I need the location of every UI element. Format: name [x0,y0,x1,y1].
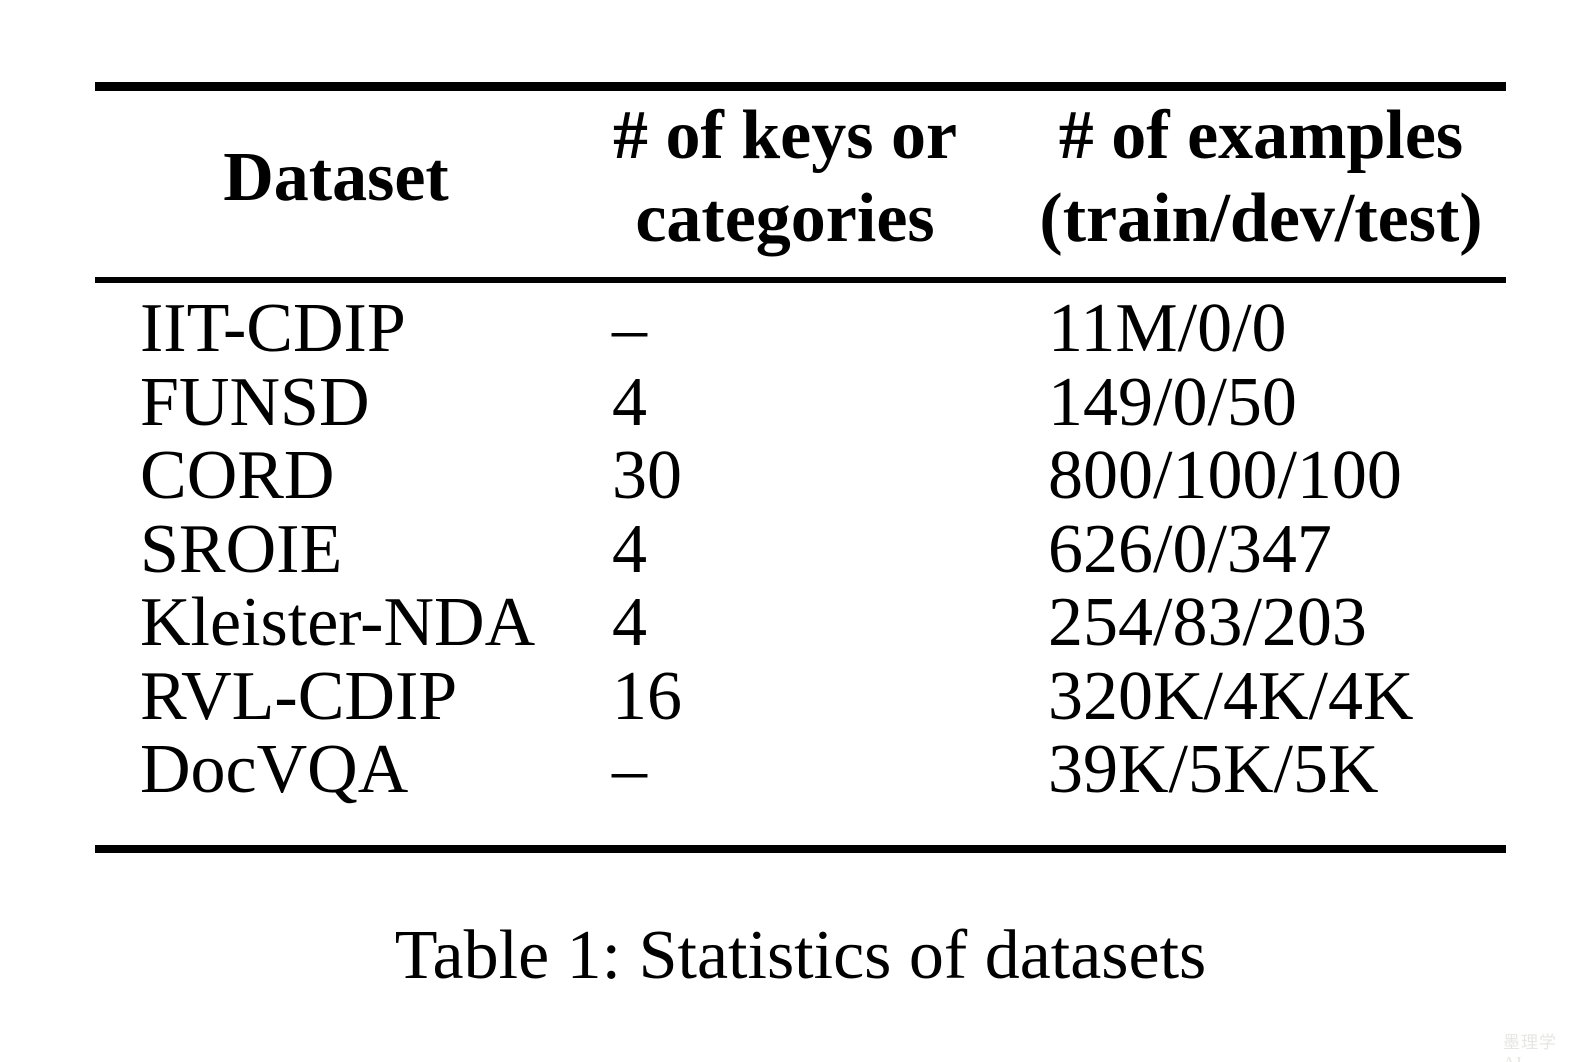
keys-count: 30 [612,437,682,514]
dataset-name: Kleister-NDA [140,584,536,661]
examples-split: 626/0/347 [1048,510,1332,588]
table-row: IIT-CDIP – 11M/0/0 [95,292,1506,366]
table-row: Kleister-NDA 4 254/83/203 [95,586,1506,660]
examples-split: 39K/5K/5K [1048,731,1379,808]
dataset-name: IIT-CDIP [140,290,406,367]
watermark: 墨理学AI [1503,1033,1557,1062]
examples-split: 149/0/50 [1048,363,1297,441]
examples-split: 254/83/203 [1048,584,1367,661]
examples-split: 800/100/100 [1048,437,1402,514]
table-row: RVL-CDIP 16 320K/4K/4K [95,657,1506,735]
table-body: IIT-CDIP – 11M/0/0 FUNSD 4 149/0/50 CORD… [95,283,1506,807]
column-header-keys-categories: # of keys or categories [612,97,958,257]
examples-split: 11M/0/0 [1048,290,1287,367]
table-row: DocVQA – 39K/5K/5K [95,733,1506,807]
column-header-examples: # of examples (train/dev/test) [1039,97,1483,257]
table-row: FUNSD 4 149/0/50 [95,363,1506,441]
keys-count: 4 [612,510,647,588]
table-top-rule [95,82,1506,91]
dataset-name: RVL-CDIP [140,657,458,735]
column-header-dataset: Dataset [223,139,449,216]
keys-count: 4 [612,584,647,661]
table-row: SROIE 4 626/0/347 [95,510,1506,588]
dataset-name: DocVQA [140,731,409,808]
table-caption: Table 1: Statistics of datasets [394,917,1207,994]
table-bottom-rule [95,845,1506,853]
keys-count: 16 [612,657,682,735]
keys-count: – [612,290,647,367]
table-mid-rule [95,277,1506,283]
dataset-name: SROIE [140,510,343,588]
dataset-name: CORD [140,437,335,514]
keys-count: – [612,731,647,808]
keys-count: 4 [612,363,647,441]
examples-split: 320K/4K/4K [1048,657,1414,735]
table-row: CORD 30 800/100/100 [95,439,1506,513]
dataset-name: FUNSD [140,363,370,441]
